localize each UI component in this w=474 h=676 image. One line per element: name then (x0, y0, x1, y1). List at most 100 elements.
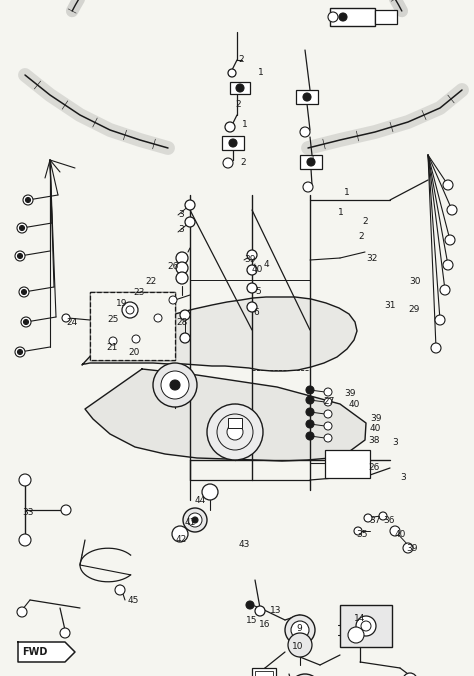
Text: 35: 35 (356, 530, 367, 539)
Circle shape (180, 310, 190, 320)
Circle shape (21, 317, 31, 327)
Circle shape (170, 380, 180, 390)
Circle shape (180, 333, 190, 343)
Text: 25: 25 (107, 315, 118, 324)
Text: 10: 10 (292, 642, 303, 651)
Circle shape (192, 517, 198, 523)
Circle shape (202, 484, 218, 500)
Circle shape (185, 217, 195, 227)
Circle shape (229, 139, 237, 147)
Circle shape (23, 195, 33, 205)
Text: 33: 33 (22, 508, 34, 517)
Text: 40: 40 (349, 400, 360, 409)
Text: 45: 45 (128, 596, 139, 605)
Text: 4: 4 (264, 260, 270, 269)
Circle shape (306, 408, 314, 416)
Circle shape (354, 527, 362, 535)
Text: 23: 23 (133, 288, 145, 297)
Circle shape (223, 158, 233, 168)
Circle shape (247, 302, 257, 312)
Circle shape (440, 285, 450, 295)
Circle shape (21, 289, 27, 295)
Text: 42: 42 (176, 535, 187, 544)
Text: 13: 13 (270, 606, 282, 615)
Text: 39: 39 (244, 255, 255, 264)
Circle shape (169, 296, 177, 304)
Text: 29: 29 (408, 305, 419, 314)
Text: 14: 14 (354, 614, 365, 623)
Circle shape (26, 197, 30, 203)
Circle shape (403, 673, 417, 676)
Circle shape (306, 420, 314, 428)
Circle shape (390, 526, 400, 536)
Circle shape (289, 674, 321, 676)
Circle shape (328, 12, 338, 22)
Circle shape (247, 250, 257, 260)
Circle shape (435, 315, 445, 325)
Text: 16: 16 (259, 620, 271, 629)
Circle shape (207, 404, 263, 460)
Bar (228, 418, 242, 428)
Circle shape (307, 158, 315, 166)
Text: 1: 1 (242, 120, 248, 129)
Bar (325, 450, 370, 478)
Text: 2: 2 (358, 232, 364, 241)
Text: 1: 1 (344, 188, 350, 197)
Circle shape (18, 349, 22, 354)
Circle shape (61, 505, 71, 515)
Text: 30: 30 (409, 277, 420, 286)
Text: 2: 2 (238, 55, 244, 64)
Circle shape (288, 633, 312, 657)
Text: 3: 3 (178, 210, 184, 219)
Circle shape (109, 337, 117, 345)
Circle shape (379, 512, 387, 520)
Text: 39: 39 (344, 389, 356, 398)
Circle shape (324, 434, 332, 442)
Text: 31: 31 (384, 301, 395, 310)
Circle shape (122, 302, 138, 318)
Text: 26: 26 (368, 463, 379, 472)
Circle shape (228, 69, 236, 77)
Circle shape (176, 262, 188, 274)
Text: 32: 32 (366, 254, 377, 263)
Text: 43: 43 (239, 540, 250, 549)
Text: 27: 27 (323, 397, 334, 406)
Bar (300, 155, 322, 169)
Circle shape (19, 226, 25, 231)
Circle shape (403, 543, 413, 553)
Circle shape (17, 607, 27, 617)
Polygon shape (82, 297, 357, 371)
Circle shape (246, 601, 254, 609)
Text: 2: 2 (240, 158, 246, 167)
Circle shape (60, 628, 70, 638)
Circle shape (154, 314, 162, 322)
Bar (296, 90, 318, 104)
Text: 26: 26 (167, 262, 178, 271)
Circle shape (161, 371, 189, 399)
Text: 39: 39 (406, 544, 418, 553)
Circle shape (185, 200, 195, 210)
Circle shape (361, 621, 371, 631)
Polygon shape (85, 369, 366, 461)
Circle shape (227, 424, 243, 440)
Text: 41: 41 (185, 518, 196, 527)
Text: 38: 38 (368, 436, 380, 445)
Circle shape (285, 615, 315, 645)
Circle shape (324, 422, 332, 430)
Circle shape (306, 432, 314, 440)
Circle shape (348, 627, 364, 643)
Circle shape (255, 606, 265, 616)
Circle shape (324, 388, 332, 396)
Text: 36: 36 (383, 516, 394, 525)
Circle shape (24, 320, 28, 324)
Bar (255, 671, 273, 676)
Circle shape (306, 396, 314, 404)
Text: 39: 39 (370, 414, 382, 423)
Bar (230, 82, 250, 94)
Circle shape (217, 414, 253, 450)
Bar (252, 668, 276, 676)
Bar (375, 10, 397, 24)
Text: 19: 19 (116, 299, 128, 308)
Text: 22: 22 (145, 277, 156, 286)
Circle shape (303, 182, 313, 192)
